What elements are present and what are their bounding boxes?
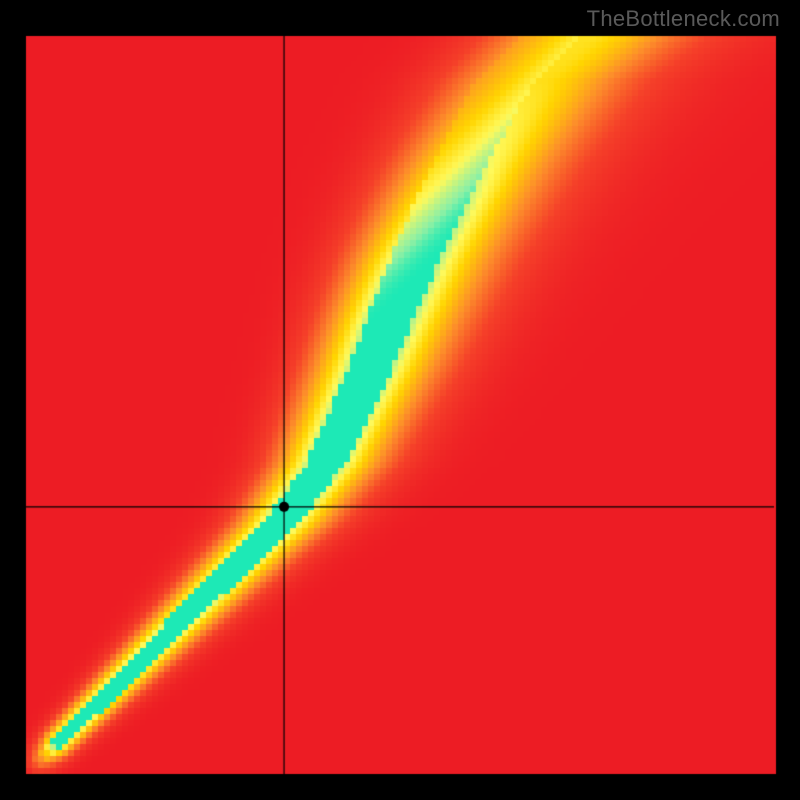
watermark-text: TheBottleneck.com xyxy=(587,6,780,32)
bottleneck-heatmap xyxy=(0,0,800,800)
